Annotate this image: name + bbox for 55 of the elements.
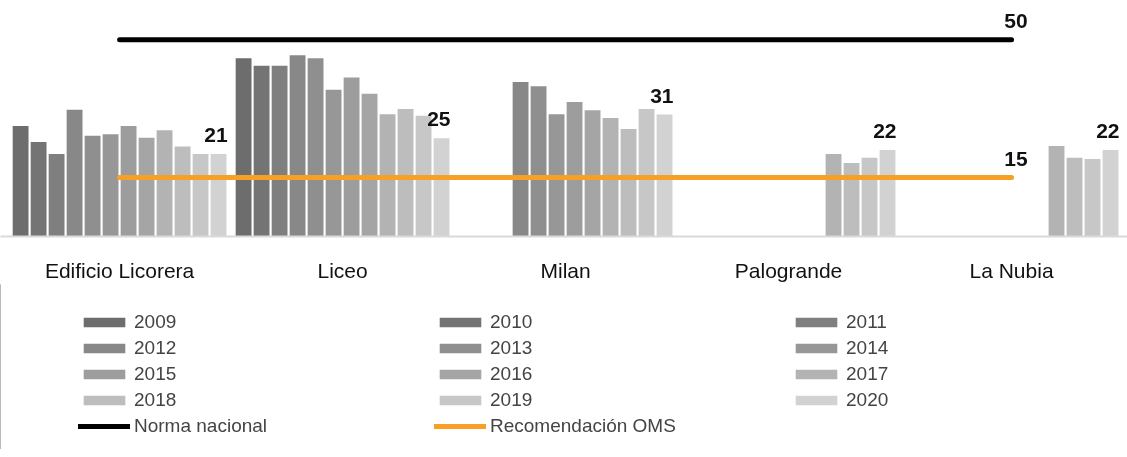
bar [30,142,47,237]
data-label: 22 [873,118,897,142]
bar [84,135,101,237]
bar [156,130,173,237]
legend-label: 2019 [490,388,534,412]
x-tick-label: Palogrande [734,258,843,282]
x-tick-label: Milan [540,258,591,282]
bar [235,58,252,237]
legend-label: 2009 [134,310,178,334]
bar [253,65,270,237]
bar [638,109,655,237]
bar [361,93,378,237]
legend-label: 2012 [134,336,178,360]
bar [48,153,65,237]
bar [1066,157,1083,237]
bar [343,77,360,237]
bar [120,125,137,237]
legend-label: 2014 [846,336,890,360]
data-label: 25 [427,107,451,131]
bar [566,101,583,237]
bar [512,81,529,237]
bar [530,86,547,237]
legend-label: 2016 [490,362,534,386]
legend-label: Norma nacional [134,414,269,438]
x-tick-label: Liceo [317,258,368,282]
data-label: 50 [1004,8,1028,32]
bar [102,134,119,237]
legend-label: 2017 [846,362,890,386]
bar [271,65,288,237]
legend-label: 2020 [846,388,890,412]
bar [289,55,306,237]
legend-label: 2011 [846,310,888,334]
bar [307,58,324,237]
x-tick-label: Edificio Licorera [44,258,195,282]
bar [620,129,637,237]
bar [12,125,29,237]
legend-label: 2015 [134,362,178,386]
bar [66,109,83,237]
bar [1084,159,1101,237]
data-label: 31 [650,83,674,107]
data-label: 21 [204,122,228,146]
legend-label: 2018 [134,388,178,412]
bar [548,114,565,237]
bar [397,109,414,237]
bar [325,89,342,237]
data-label: 15 [1004,146,1028,170]
bar [584,110,601,237]
bar [602,118,619,237]
bar [379,114,396,237]
data-label: 22 [1096,118,1120,142]
bar [1048,146,1065,237]
legend-label: 2010 [490,310,534,334]
x-tick-label: La Nubia [969,258,1054,282]
legend-label: Recomendación OMS [490,414,677,438]
legend-label: 2013 [490,336,534,360]
